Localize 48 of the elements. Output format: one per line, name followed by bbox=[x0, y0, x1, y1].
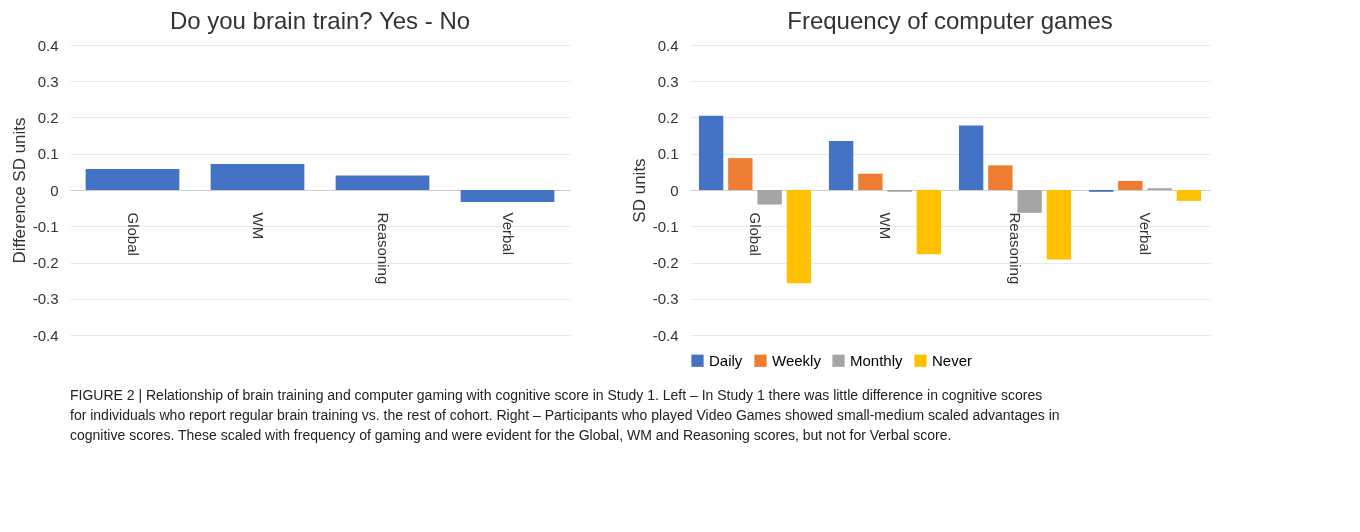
bar bbox=[858, 173, 883, 190]
caption: FIGURE 2 | Relationship of brain training and computer gaming with cognitive score in Study 1. Left – In Study 1 there was little difference in cognitive scores for individuals who report regular brain training vs. the rest of cohort. Right – Participants who played Video Games showed small-medium scaled advantages in cognitive scores. These scaled with frequency of gaming and were evident for the Global, WM and Reasoning scores, but not for Verbal score. bbox=[70, 387, 1060, 443]
chart-title: Frequency of computer games bbox=[787, 7, 1113, 34]
y-tick-label: 0 bbox=[670, 181, 679, 199]
bar bbox=[698, 115, 724, 190]
y-tick-label: -0.2 bbox=[32, 254, 59, 271]
y-tick-label: -0.4 bbox=[652, 326, 679, 344]
y-tick-label: -0.2 bbox=[652, 254, 679, 271]
x-tick-label: Verbal bbox=[1137, 212, 1154, 256]
y-tick-label: -0.1 bbox=[32, 217, 59, 235]
y-tick-label: 0.4 bbox=[37, 36, 59, 54]
bar bbox=[1017, 190, 1042, 213]
legend-label: Daily bbox=[709, 351, 743, 369]
legend-label: Weekly bbox=[772, 351, 822, 369]
y-tick-label: 0 bbox=[50, 181, 59, 199]
y-tick-label: 0.4 bbox=[657, 36, 679, 54]
legend-label: Never bbox=[932, 351, 973, 369]
bar bbox=[1046, 190, 1072, 260]
bar bbox=[988, 165, 1013, 190]
bar bbox=[1176, 190, 1202, 201]
bar bbox=[757, 190, 782, 205]
bar bbox=[958, 125, 984, 190]
x-tick-label: WM bbox=[877, 212, 894, 240]
y-tick-label: 0.2 bbox=[657, 109, 679, 126]
x-tick-label: Global bbox=[747, 212, 764, 256]
y-tick-label: 0.3 bbox=[657, 72, 679, 90]
y-tick-label: -0.4 bbox=[32, 326, 59, 344]
x-tick-label: Reasoning bbox=[374, 212, 392, 285]
y-tick-label: 0.2 bbox=[37, 109, 59, 126]
bar bbox=[916, 190, 942, 255]
y-tick-label: -0.3 bbox=[652, 290, 679, 308]
x-tick-label: Verbal bbox=[499, 212, 517, 256]
y-tick-label: -0.3 bbox=[32, 290, 59, 308]
bar bbox=[786, 190, 812, 284]
bar bbox=[828, 141, 854, 190]
y-tick-label: 0.1 bbox=[37, 145, 59, 163]
bar bbox=[1118, 180, 1143, 190]
x-tick-label: Global bbox=[124, 212, 142, 256]
chart-title: Do you brain train? Yes - No bbox=[169, 7, 471, 34]
y-tick-label: 0.3 bbox=[37, 72, 59, 90]
x-tick-label: WM bbox=[249, 212, 267, 240]
legend-label: Monthly bbox=[850, 351, 904, 369]
y-tick-label: -0.1 bbox=[652, 217, 679, 235]
y-tick-label: 0.1 bbox=[657, 145, 679, 163]
y-axis-title: SD units bbox=[629, 158, 649, 223]
x-tick-label: Reasoning bbox=[1007, 212, 1024, 285]
y-axis-title: Difference SD units bbox=[9, 117, 29, 264]
bar bbox=[728, 158, 753, 190]
